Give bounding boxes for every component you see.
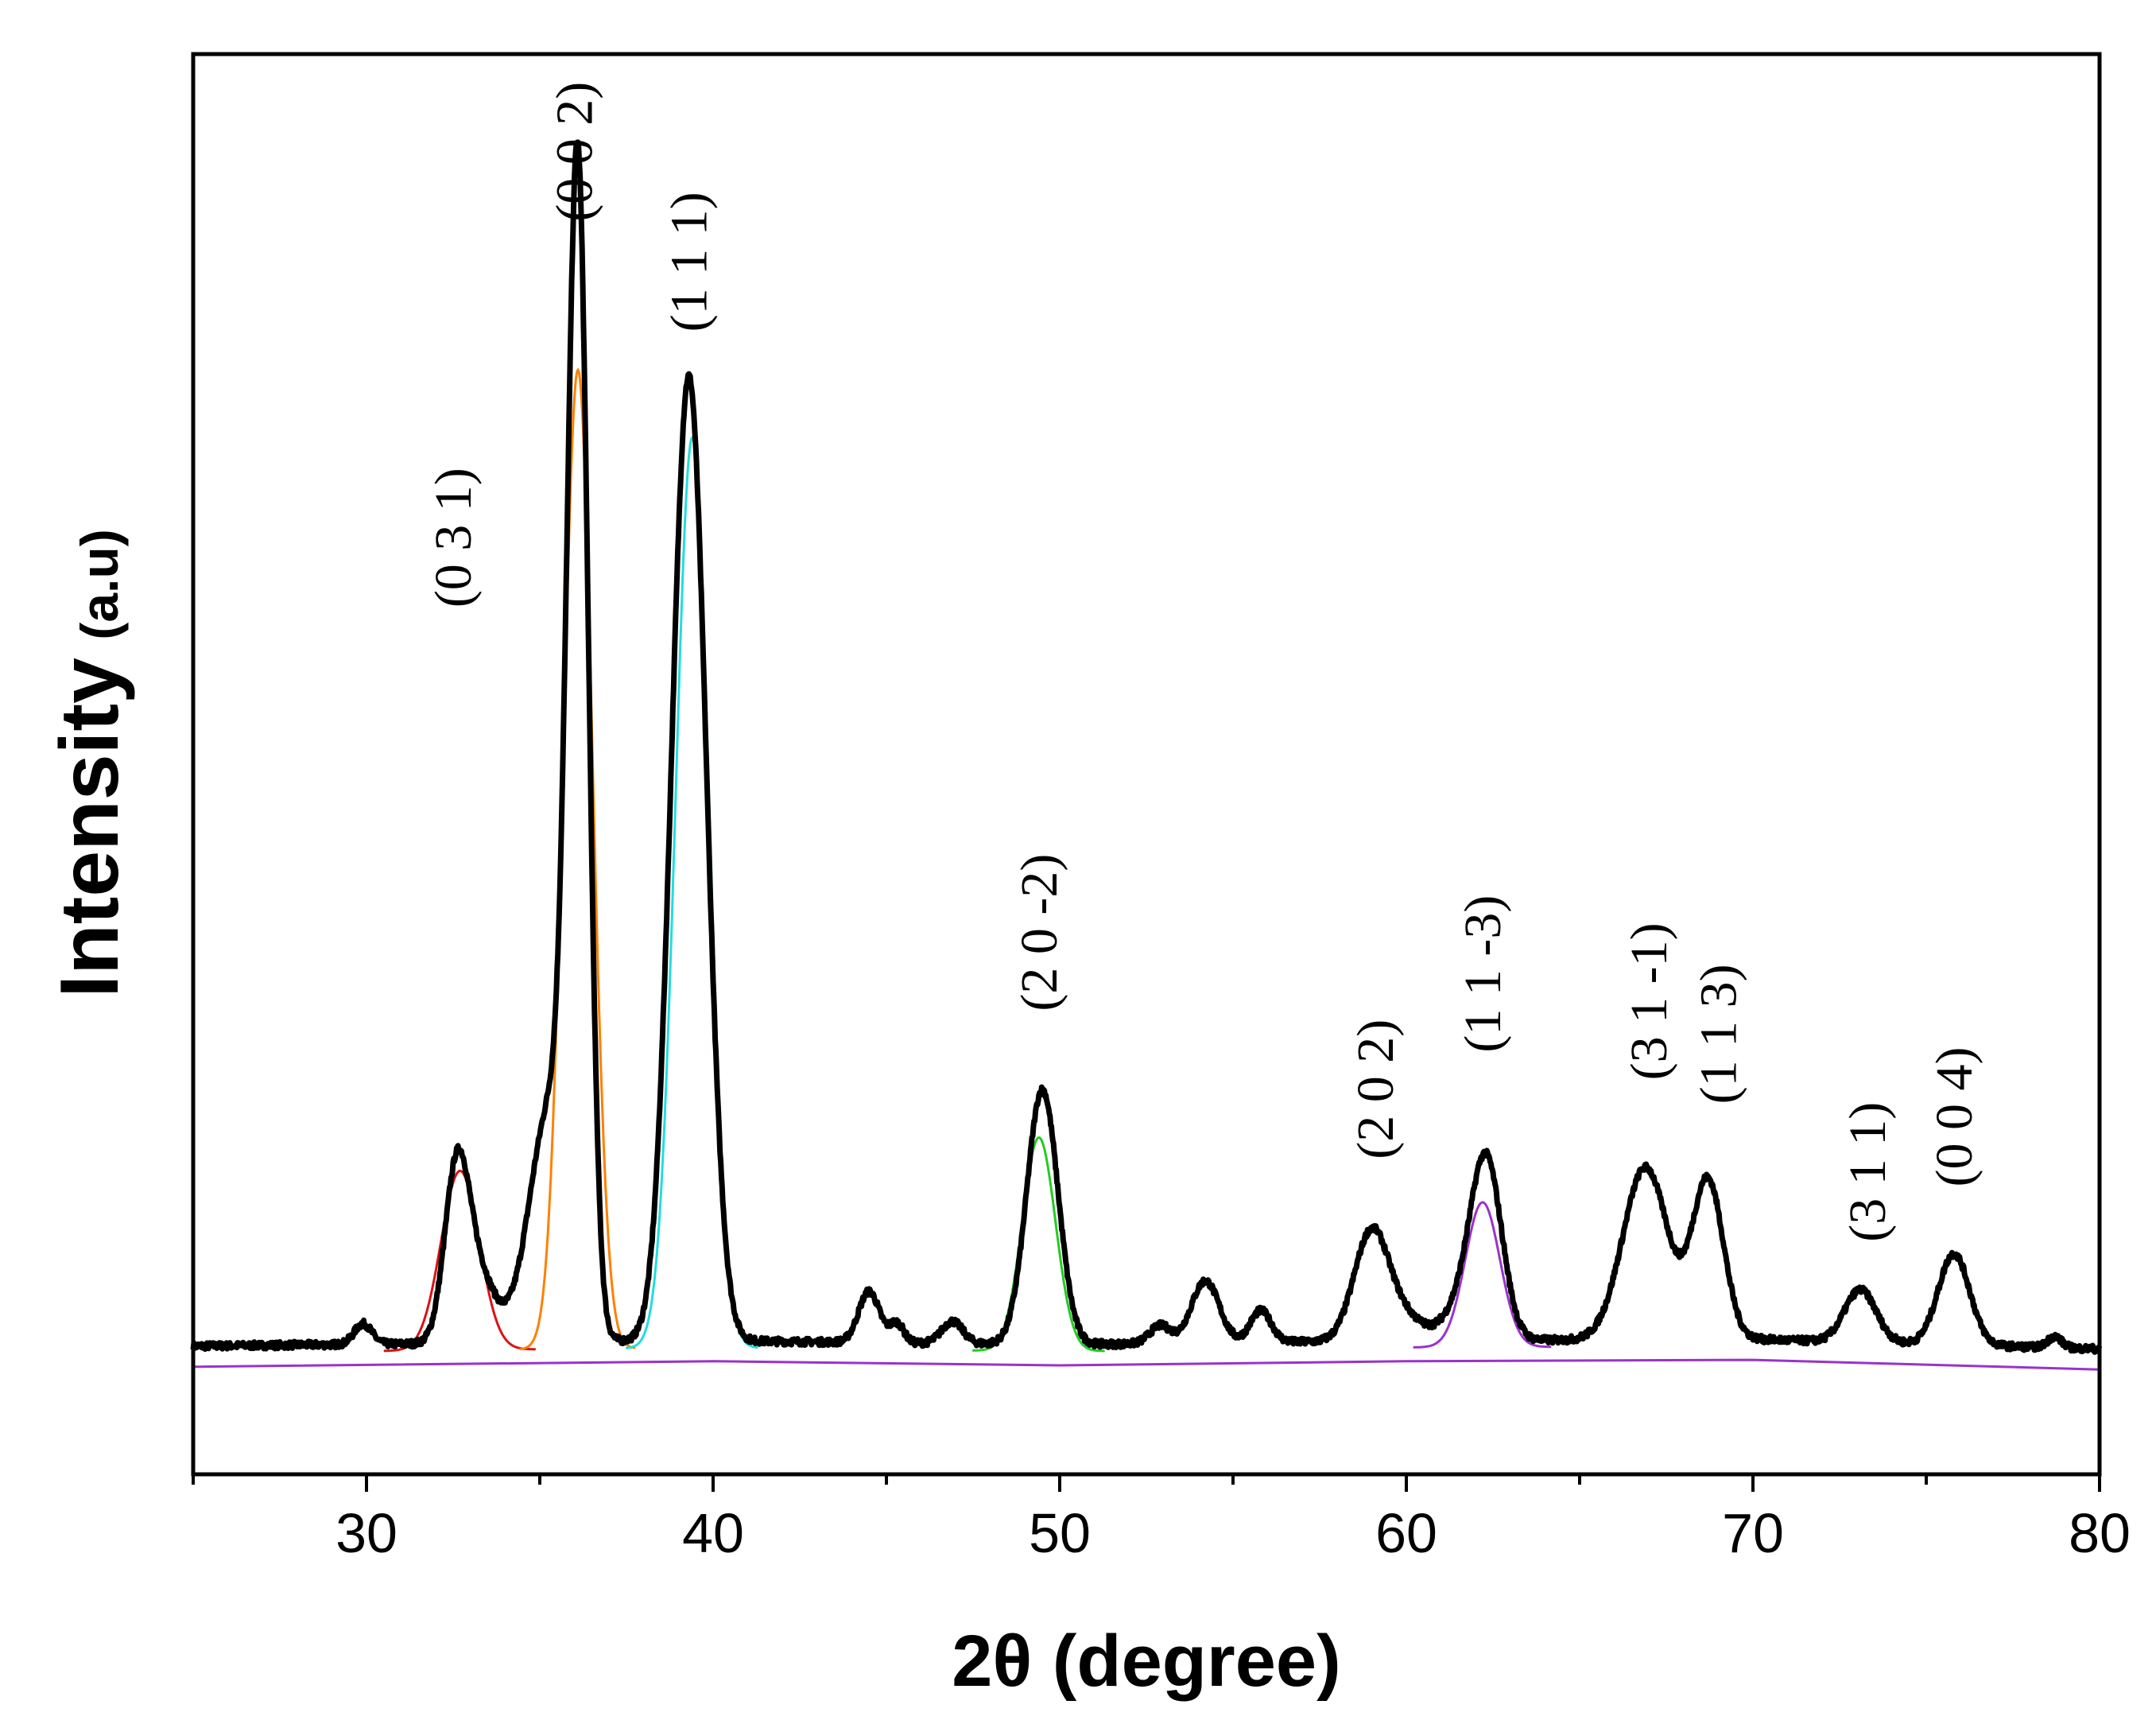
peak-label: (0 3 1) [425,468,483,608]
peak-label: (3 1 -1) [1620,922,1678,1080]
x-tick-label: 80 [2069,1502,2131,1564]
peak-label: (2 0 2) [1347,1019,1405,1159]
peak-label: (0 0 2) [546,82,604,222]
x-tick-label: 70 [1722,1502,1784,1564]
peak-label: (3 1 1) [1839,1102,1897,1242]
peak-annotations: (0 3 1) (0 0 2) (1 1 1) (2 0 -2) (2 0 2) (1 1… [425,82,1983,1242]
peak-label: (1 1 -3) [1454,895,1512,1053]
fitted-peak-2 [519,367,636,1351]
peak-label: (0 0 4) [1925,1047,1983,1187]
x-tick-label: 50 [1029,1502,1091,1564]
y-axis-title-unit: (a.u) [70,529,129,639]
x-axis-title: 2θ (degree) [952,1621,1340,1702]
y-axis-title: Intensity (a.u) [44,529,136,997]
peak-label: (1 1 1) [661,192,719,332]
fit-baseline-line [192,1358,2100,1371]
fitted-peak-5 [1413,1201,1552,1349]
x-axis: 30 40 50 60 70 80 [192,1474,2131,1564]
y-axis-title-main: Intensity [44,658,136,998]
measured-pattern-layer [190,139,2103,1355]
peak-label: (1 1 3) [1689,964,1747,1104]
plot-frame [191,52,2102,1477]
x-tick-label: 60 [1375,1502,1437,1564]
x-tick-label: 40 [682,1502,744,1564]
peak-label: (2 0 -2) [1010,854,1068,1011]
measured-pattern-line [190,139,2103,1355]
x-tick-label: 30 [335,1502,397,1564]
fitted-peaks-layer [192,367,2100,1371]
